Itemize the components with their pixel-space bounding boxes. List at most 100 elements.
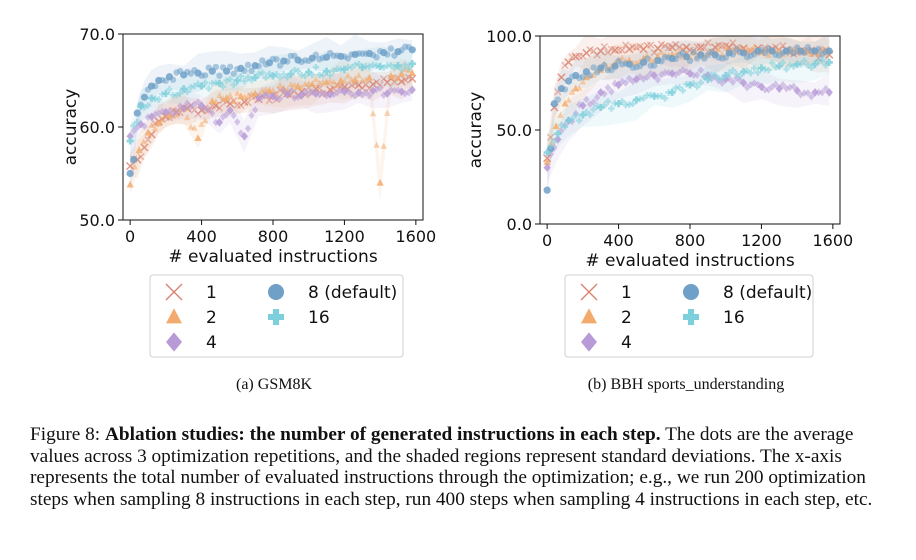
series-1-jitter-point [312, 75, 320, 83]
series-4-jitter-point [601, 102, 608, 109]
series-0-data-point [625, 45, 634, 54]
series-4-jitter-point [166, 86, 173, 93]
series-3-data-point [380, 49, 388, 57]
y-tick-label: 0.0 [507, 215, 532, 234]
subplot-caption-1: (b) BBH sports_understanding [588, 376, 784, 393]
series-2-jitter-point [144, 113, 152, 121]
series-1-jitter-point [557, 111, 564, 118]
series-1-jitter-point [380, 142, 387, 149]
series-2-jitter-point [754, 80, 762, 89]
series-3-data-point [725, 49, 733, 57]
series-4-jitter-point [248, 76, 255, 84]
series-4-data-point [686, 81, 694, 89]
series-2-data-point [297, 91, 306, 100]
series-4-jitter-point [169, 91, 177, 99]
series-4-jitter-point [384, 62, 391, 69]
series-2-data-point [226, 105, 234, 115]
series-2-jitter-point [729, 78, 737, 87]
series-4-jitter-point [697, 79, 704, 86]
series-4-jitter-point [173, 91, 180, 99]
series-3-data-point [811, 47, 819, 55]
series-4-jitter-point [298, 72, 305, 79]
series-3-data-point [208, 67, 216, 75]
series-4-jitter-point [187, 84, 195, 91]
subplot-1: 0 400 800 1200 1600 0.0 50.0 100.0 # evaluated i… [466, 27, 853, 271]
series-1-data-point [308, 80, 316, 88]
series-2-data-point [312, 89, 320, 98]
series-2-jitter-point [273, 94, 280, 103]
series-1-jitter-point [384, 109, 391, 116]
series-2-data-point [650, 71, 658, 80]
y-tick-label: 60.0 [79, 118, 115, 137]
series-4-jitter-point [586, 111, 594, 118]
series-3-data-point [597, 64, 605, 72]
series-0-jitter-point [647, 41, 655, 49]
series-1-jitter-point [394, 75, 402, 82]
x-tick-label: 0 [125, 227, 135, 246]
series-4-jitter-point [191, 82, 198, 90]
series-2-data-point [686, 69, 694, 78]
series-4-jitter-point [618, 98, 626, 105]
series-4-jitter-point [693, 83, 701, 90]
series-1-data-point [126, 180, 134, 188]
series-1-data-point [208, 97, 216, 104]
series-2-jitter-point [366, 91, 373, 100]
series-3-data-point [365, 49, 374, 58]
y-axis-label: accuracy [466, 92, 486, 169]
series-1-data-point [561, 99, 569, 107]
series-2-jitter-point [237, 129, 245, 137]
series-2-jitter-point [629, 77, 637, 86]
series-1-jitter-point [198, 120, 205, 127]
series-3-jitter-point [244, 61, 252, 69]
series-2-jitter-point [230, 111, 237, 120]
series-4-jitter-point [783, 66, 790, 73]
series-3-data-point [351, 50, 359, 59]
series-0-jitter-point [675, 43, 683, 51]
series-3-data-point [543, 186, 551, 194]
subplot-0: 0 400 800 1200 1600 50.0 60.0 70.0 # evaluated i… [61, 25, 436, 267]
series-3-data-point [322, 53, 331, 61]
series-4-jitter-point [593, 102, 601, 110]
series-4-jitter-point [779, 59, 787, 66]
series-3-data-point [582, 68, 591, 76]
series-1-jitter-point [369, 110, 377, 117]
series-0-data-point [408, 74, 417, 83]
series-1-data-point [376, 178, 384, 186]
series-2-jitter-point [743, 83, 751, 92]
series-4-jitter-point [679, 87, 687, 94]
series-1-jitter-point [355, 72, 362, 79]
series-3-data-point [668, 54, 676, 63]
series-3-data-point [147, 82, 156, 90]
y-tick-label: 50.0 [79, 211, 115, 230]
series-3-data-point [280, 57, 288, 65]
series-1-jitter-point [226, 91, 234, 98]
series-2-data-point [597, 88, 605, 97]
series-3-data-point [782, 47, 791, 55]
y-tick-label: 70.0 [79, 25, 115, 44]
series-1-jitter-point [362, 76, 370, 83]
series-2-data-point [632, 74, 641, 84]
series-2-data-point [397, 87, 406, 96]
series-1-data-point [144, 128, 152, 136]
legend-label-3: 8 (default) [723, 283, 812, 303]
series-4-jitter-point [558, 121, 565, 129]
series-4-data-point [811, 60, 819, 68]
series-4-jitter-point [291, 66, 298, 74]
series-1-jitter-point [187, 123, 195, 130]
series-3-data-point [140, 93, 149, 101]
series-2-jitter-point [248, 111, 255, 120]
x-tick-label: 400 [603, 231, 634, 250]
series-4-jitter-point [711, 72, 719, 79]
series-2-jitter-point [130, 127, 137, 135]
series-4-jitter-point [309, 71, 316, 79]
series-1-jitter-point [216, 91, 223, 98]
legend-marker-1 [166, 308, 182, 324]
series-1-jitter-point [743, 44, 751, 52]
series-4-data-point [147, 94, 156, 102]
series-2-jitter-point [155, 109, 162, 118]
series-2-jitter-point [551, 143, 558, 152]
legend-1: 1 2 4 8 (default) 16 [564, 274, 814, 358]
series-4-data-point [564, 117, 573, 125]
series-2-jitter-point [726, 74, 733, 83]
series-1-data-point [397, 70, 406, 77]
